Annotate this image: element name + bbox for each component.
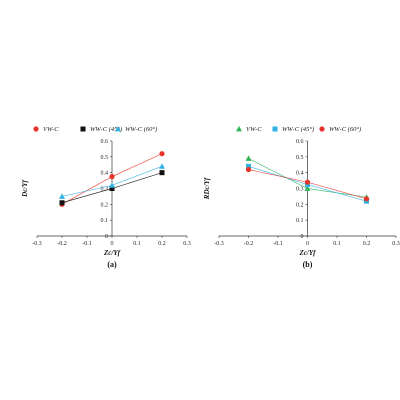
x-tick-label: 0.2 — [158, 241, 166, 247]
legend-marker-1 — [236, 126, 242, 132]
data-point-2-3 — [159, 170, 165, 176]
x-tick-label: -0.1 — [82, 241, 92, 247]
y-tick-label: 0.3 — [296, 187, 304, 193]
y-tick-label: 0.1 — [101, 218, 109, 224]
x-tick-label: -0.2 — [244, 241, 254, 247]
legend-label-3: WW-C (60°) — [125, 126, 157, 133]
y-tick-label: 0.4 — [101, 171, 109, 177]
data-point-1-2 — [304, 185, 311, 191]
legend-label-1: VW-C — [246, 126, 262, 133]
legend-label-3: WW-C (60°) — [329, 126, 361, 133]
legend-label-2: WW-C (45°) — [282, 126, 314, 133]
data-point-3-3 — [159, 163, 165, 169]
data-point-3-1 — [59, 193, 65, 199]
legend-marker-2 — [80, 126, 86, 132]
x-tick-label: 0.3 — [392, 241, 400, 247]
x-tick-label: -0.3 — [214, 241, 224, 247]
legend-marker-3 — [115, 126, 121, 132]
panel-label: (a) — [107, 260, 117, 269]
data-point-1-3 — [159, 151, 165, 157]
chart-panel-2: -0.3 -0.2 -0.1 0 0.1 0.2 0.3 0 0.1 0.2 0.3 0.4 0.5 0.… — [203, 126, 400, 269]
y-tick-label: 0 — [105, 234, 108, 240]
data-point-1-1 — [245, 155, 252, 161]
y-tick-label: 0.3 — [101, 187, 109, 193]
x-tick-label: -0.2 — [57, 241, 67, 247]
x-tick-label: -0.3 — [32, 241, 42, 247]
data-point-3-3 — [363, 196, 370, 202]
data-point-2-1 — [246, 163, 251, 169]
x-axis-title: Zc/Yf — [299, 249, 317, 257]
y-tick-label: 0.5 — [296, 155, 304, 161]
data-point-3-2 — [109, 182, 115, 188]
data-point-3-2 — [304, 179, 311, 185]
panel-label: (b) — [303, 260, 313, 269]
y-tick-label: 0.6 — [296, 139, 304, 145]
y-axis-title: Dc/Yf — [21, 179, 29, 197]
y-tick-label: 0.1 — [296, 218, 304, 224]
data-point-2-1 — [59, 200, 65, 206]
x-tick-label: -0.1 — [273, 241, 283, 247]
x-tick-label: 0 — [306, 241, 309, 247]
y-tick-label: 0.2 — [101, 202, 109, 208]
y-tick-label: 0.4 — [296, 171, 304, 177]
x-axis-title: Zc/Yf — [103, 249, 121, 257]
data-point-3-1 — [245, 166, 252, 173]
x-tick-label: 0.2 — [363, 241, 371, 247]
legend-marker-1 — [33, 126, 39, 132]
x-tick-label: 0.1 — [133, 241, 141, 247]
x-tick-label: 0.3 — [183, 241, 191, 247]
data-point-2-2 — [109, 186, 115, 191]
y-tick-label: 0 — [301, 234, 304, 240]
legend-marker-3 — [319, 126, 325, 132]
y-axis-title: RDc/Yf — [203, 177, 211, 200]
legend-label-1: VW-C — [43, 126, 59, 133]
data-point-1-2 — [109, 174, 115, 180]
chart-panel-1: -0.3 -0.2 -0.1 0 0.1 0.2 0.3 0 0.1 0.2 0.3 0.4 0.5 0.… — [21, 126, 191, 269]
legend-marker-2 — [272, 126, 278, 132]
y-tick-label: 0.6 — [101, 139, 109, 145]
legend-label-2: WW-C (45°) — [90, 126, 122, 133]
y-tick-label: 0.5 — [101, 155, 109, 161]
x-tick-label: 0 — [111, 241, 114, 247]
y-tick-label: 0.2 — [296, 202, 304, 208]
x-tick-label: 0.1 — [333, 241, 341, 247]
